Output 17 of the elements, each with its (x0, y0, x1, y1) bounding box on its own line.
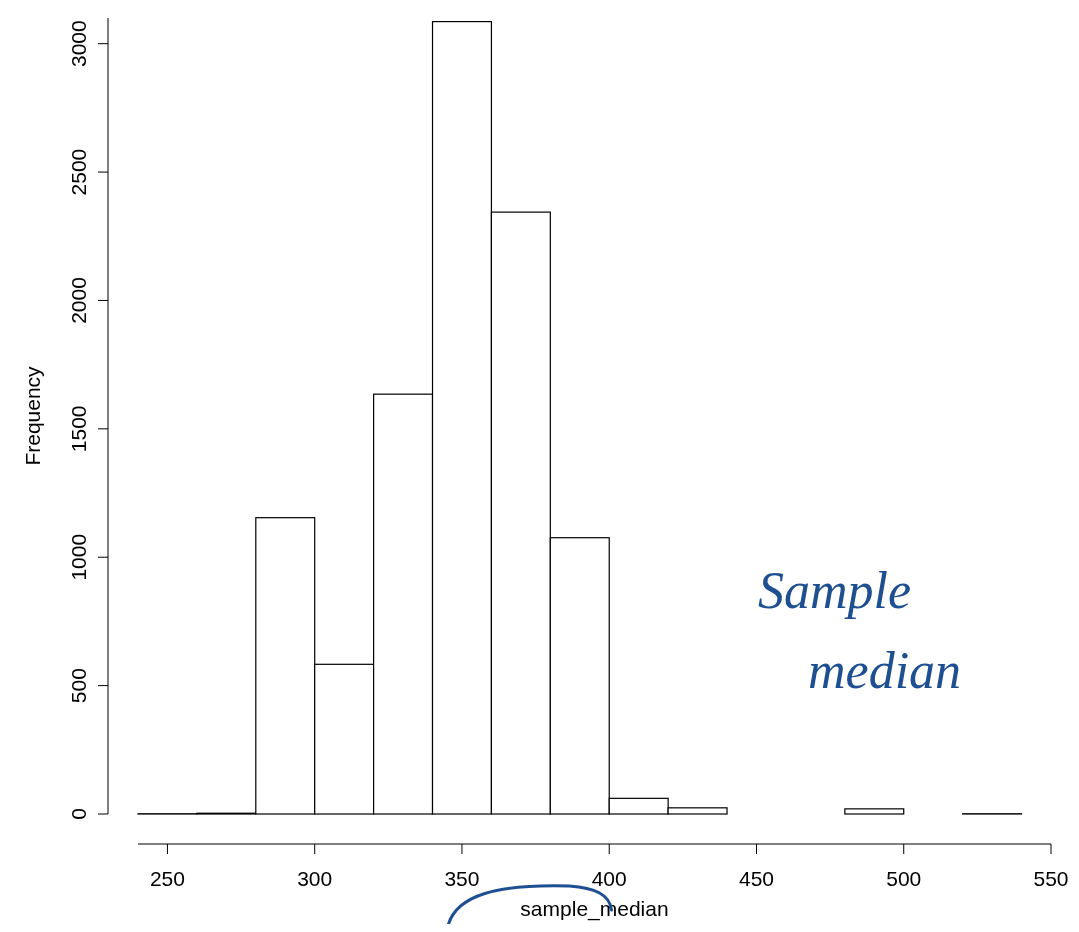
y-tick-label: 0 (67, 808, 90, 820)
y-tick-label: 500 (67, 668, 90, 704)
y-tick-label: 3000 (67, 20, 90, 68)
y-tick-label: 1500 (67, 405, 90, 453)
annotation: Sample median (758, 562, 962, 699)
x-axis-title: sample_median (520, 897, 669, 921)
y-axis-title: Frequency (21, 365, 44, 466)
x-tick-label: 250 (149, 867, 185, 890)
x-tick-label: 550 (1033, 867, 1069, 890)
x-tick-label: 350 (444, 867, 480, 890)
y-tick-label: 2000 (67, 277, 90, 324)
x-tick-label: 400 (591, 867, 627, 890)
y-tick-label: 1000 (67, 533, 90, 581)
x-tick-label: 500 (886, 867, 922, 890)
x-tick-label: 450 (738, 867, 775, 890)
y-tick-label: 2500 (67, 148, 90, 196)
x-tick-label: 300 (297, 867, 333, 890)
